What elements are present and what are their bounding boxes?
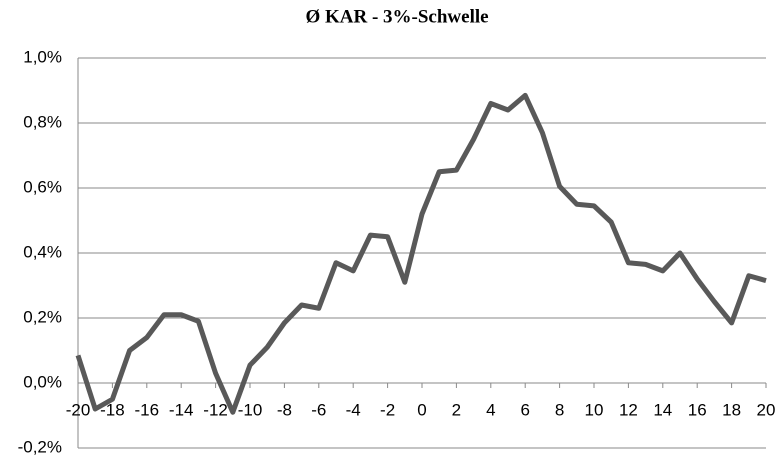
x-tick-label: -16 [135,400,160,419]
x-tick-label: 18 [722,400,741,419]
y-tick-label: 1,0% [23,47,62,66]
y-tick-label: 0,2% [23,307,62,326]
y-tick-label: 0,0% [23,372,62,391]
x-tick-label: 6 [520,400,529,419]
x-tick-label: -8 [277,400,292,419]
x-tick-label: 8 [555,400,564,419]
x-tick-label: 0 [417,400,426,419]
x-tick-label: 12 [619,400,638,419]
y-tick-label: 0,8% [23,112,62,131]
y-tick-label: -0,2% [18,437,62,456]
data-line [75,92,767,415]
x-tick-label: -12 [203,400,228,419]
x-tick-label: -4 [346,400,361,419]
x-tick-label: -2 [380,400,395,419]
x-tick-label: 10 [585,400,604,419]
chart-title: Ø KAR - 3%-Schwelle [305,6,488,27]
y-tick-label: 0,6% [23,177,62,196]
x-tick-label: -20 [66,400,91,419]
x-tick-label: -10 [238,400,263,419]
x-tick-label: 14 [653,400,672,419]
x-tick-label: 16 [688,400,707,419]
x-tick-label: 2 [452,400,461,419]
y-tick-label: 0,4% [23,242,62,261]
x-tick-label: 20 [757,400,776,419]
x-tick-label: 4 [486,400,495,419]
x-tick-label: -6 [311,400,326,419]
x-tick-label: -14 [169,400,194,419]
